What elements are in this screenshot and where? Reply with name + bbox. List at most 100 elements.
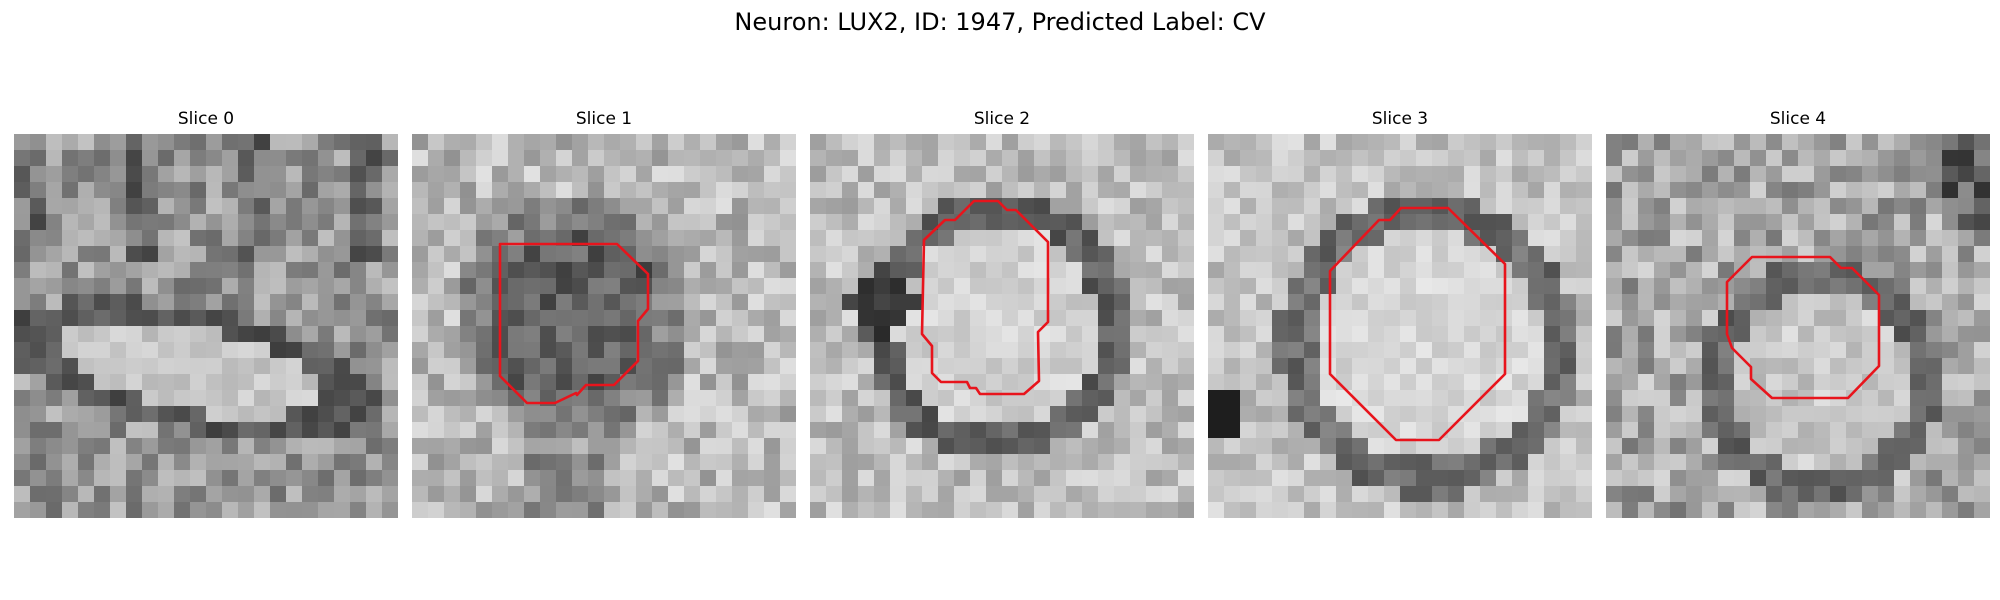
image-pixel bbox=[1560, 374, 1577, 391]
image-pixel bbox=[858, 310, 875, 327]
image-pixel bbox=[1384, 294, 1401, 311]
image-pixel bbox=[1240, 358, 1257, 375]
image-pixel bbox=[318, 134, 335, 151]
image-pixel bbox=[1416, 278, 1433, 295]
image-pixel bbox=[350, 438, 367, 455]
image-pixel bbox=[764, 262, 781, 279]
image-pixel bbox=[428, 326, 445, 343]
image-pixel bbox=[986, 150, 1003, 167]
image-pixel bbox=[1942, 166, 1959, 183]
image-pixel bbox=[1448, 326, 1465, 343]
image-pixel bbox=[350, 454, 367, 471]
image-pixel bbox=[1942, 214, 1959, 231]
image-pixel bbox=[1750, 166, 1767, 183]
image-pixel bbox=[732, 134, 749, 151]
image-pixel bbox=[190, 246, 207, 263]
image-pixel bbox=[1352, 374, 1369, 391]
image-pixel bbox=[1146, 278, 1163, 295]
image-pixel bbox=[922, 342, 939, 359]
image-pixel bbox=[1670, 198, 1687, 215]
image-pixel bbox=[1130, 134, 1147, 151]
image-pixel bbox=[764, 422, 781, 439]
image-pixel bbox=[1958, 486, 1975, 503]
image-pixel bbox=[14, 486, 31, 503]
image-pixel bbox=[1448, 166, 1465, 183]
image-pixel bbox=[1320, 454, 1337, 471]
image-pixel bbox=[350, 422, 367, 439]
image-pixel bbox=[1018, 342, 1035, 359]
image-pixel bbox=[890, 486, 907, 503]
image-pixel bbox=[1002, 326, 1019, 343]
image-pixel bbox=[382, 278, 398, 295]
image-pixel bbox=[938, 454, 955, 471]
image-pixel bbox=[62, 262, 79, 279]
image-pixel bbox=[588, 278, 605, 295]
image-pixel bbox=[46, 294, 63, 311]
image-pixel bbox=[1846, 326, 1863, 343]
image-pixel bbox=[1560, 310, 1577, 327]
image-pixel bbox=[1702, 214, 1719, 231]
image-pixel bbox=[1766, 470, 1783, 487]
image-pixel bbox=[954, 470, 971, 487]
image-pixel bbox=[1384, 342, 1401, 359]
image-pixel bbox=[652, 214, 669, 231]
image-pixel bbox=[1528, 502, 1545, 518]
image-pixel bbox=[1702, 406, 1719, 423]
image-pixel bbox=[1798, 166, 1815, 183]
image-pixel bbox=[1702, 262, 1719, 279]
image-pixel bbox=[1576, 454, 1592, 471]
image-pixel bbox=[126, 246, 143, 263]
image-pixel bbox=[1878, 230, 1895, 247]
image-pixel bbox=[1304, 342, 1321, 359]
image-pixel bbox=[874, 470, 891, 487]
image-pixel bbox=[110, 150, 127, 167]
image-pixel bbox=[270, 182, 287, 199]
image-pixel bbox=[1654, 198, 1671, 215]
image-pixel bbox=[906, 310, 923, 327]
image-pixel bbox=[302, 390, 319, 407]
image-pixel bbox=[1224, 502, 1241, 518]
image-pixel bbox=[1114, 470, 1131, 487]
image-pixel bbox=[158, 150, 175, 167]
image-pixel bbox=[524, 438, 541, 455]
image-pixel bbox=[1606, 454, 1623, 471]
image-pixel bbox=[1718, 358, 1735, 375]
image-pixel bbox=[668, 454, 685, 471]
image-pixel bbox=[30, 198, 47, 215]
image-pixel bbox=[1702, 374, 1719, 391]
image-pixel bbox=[1162, 310, 1179, 327]
image-pixel bbox=[890, 214, 907, 231]
image-pixel bbox=[1974, 310, 1990, 327]
image-pixel bbox=[954, 502, 971, 518]
image-pixel bbox=[540, 198, 557, 215]
image-pixel bbox=[286, 422, 303, 439]
image-pixel bbox=[508, 134, 525, 151]
image-pixel bbox=[492, 150, 509, 167]
image-pixel bbox=[732, 150, 749, 167]
image-pixel bbox=[270, 486, 287, 503]
image-pixel bbox=[174, 294, 191, 311]
image-pixel bbox=[668, 134, 685, 151]
image-pixel bbox=[1830, 470, 1847, 487]
image-pixel bbox=[460, 470, 477, 487]
image-pixel bbox=[1018, 166, 1035, 183]
image-pixel bbox=[460, 406, 477, 423]
image-pixel bbox=[1862, 422, 1879, 439]
image-pixel bbox=[1162, 150, 1179, 167]
image-pixel bbox=[174, 246, 191, 263]
image-pixel bbox=[842, 150, 859, 167]
image-pixel bbox=[1496, 134, 1513, 151]
image-pixel bbox=[126, 166, 143, 183]
image-pixel bbox=[1082, 390, 1099, 407]
image-pixel bbox=[1050, 422, 1067, 439]
image-pixel bbox=[1622, 198, 1639, 215]
image-pixel bbox=[1830, 150, 1847, 167]
image-pixel bbox=[238, 198, 255, 215]
image-pixel bbox=[1974, 262, 1990, 279]
image-pixel bbox=[1686, 438, 1703, 455]
image-pixel bbox=[334, 406, 351, 423]
image-pixel bbox=[1942, 358, 1959, 375]
image-pixel bbox=[1702, 182, 1719, 199]
image-pixel bbox=[668, 262, 685, 279]
image-pixel bbox=[1878, 214, 1895, 231]
